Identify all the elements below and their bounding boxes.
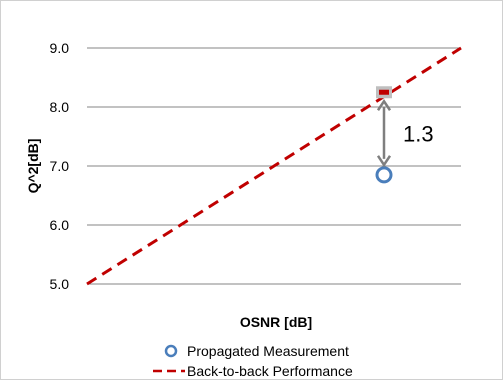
reference-marker <box>379 89 389 95</box>
annotation-layer: 1.3 <box>376 98 434 168</box>
difference-arrow-head-down <box>376 155 392 168</box>
legend-label-propagated: Propagated Measurement <box>187 343 349 359</box>
y-tick-label: 6.0 <box>50 217 70 233</box>
series-layer <box>86 46 462 286</box>
legend: Propagated Measurement Back-to-back Perf… <box>153 343 353 379</box>
y-axis-title: Q^2[dB] <box>25 139 41 194</box>
legend-item-back-to-back: Back-to-back Performance <box>153 363 353 379</box>
legend-label-back-to-back: Back-to-back Performance <box>187 363 353 379</box>
y-tick-labels: 9.0 8.0 7.0 6.0 5.0 <box>50 40 70 292</box>
back-to-back-dashed-line <box>86 46 462 286</box>
y-tick-label: 7.0 <box>50 158 70 174</box>
legend-circle-marker-icon <box>164 344 178 358</box>
x-axis-title: OSNR [dB] <box>240 314 312 330</box>
y-tick-label: 5.0 <box>50 276 70 292</box>
y-tick-label: 9.0 <box>50 40 70 56</box>
legend-item-propagated: Propagated Measurement <box>164 343 349 359</box>
y-tick-label: 8.0 <box>50 99 70 115</box>
difference-arrow-head-up <box>376 98 392 111</box>
propagated-measurement-point <box>375 166 393 184</box>
difference-annotation-label: 1.3 <box>403 122 434 147</box>
